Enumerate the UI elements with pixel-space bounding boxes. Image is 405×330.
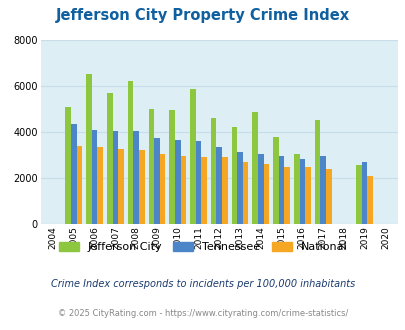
Text: Crime Index corresponds to incidents per 100,000 inhabitants: Crime Index corresponds to incidents per… — [51, 279, 354, 289]
Bar — [112, 131, 118, 224]
Bar — [71, 124, 77, 224]
Bar — [278, 156, 284, 224]
Bar — [222, 157, 227, 224]
Bar — [252, 112, 257, 224]
Bar — [77, 146, 82, 224]
Bar — [128, 81, 133, 224]
Bar — [159, 154, 165, 224]
Bar — [320, 156, 325, 224]
Bar — [325, 169, 331, 224]
Bar — [305, 167, 310, 224]
Text: Jefferson City Property Crime Index: Jefferson City Property Crime Index — [56, 8, 349, 23]
Bar — [273, 137, 278, 224]
Bar — [293, 154, 299, 224]
Bar — [201, 157, 207, 224]
Bar — [367, 176, 372, 224]
Bar — [169, 110, 175, 224]
Bar — [361, 162, 367, 224]
Bar — [237, 152, 242, 224]
Bar — [314, 120, 320, 224]
Bar — [86, 74, 92, 224]
Bar — [175, 140, 180, 224]
Bar — [195, 141, 201, 224]
Text: © 2025 CityRating.com - https://www.cityrating.com/crime-statistics/: © 2025 CityRating.com - https://www.city… — [58, 309, 347, 317]
Legend: Jefferson City, Tennessee, National: Jefferson City, Tennessee, National — [59, 242, 346, 252]
Bar — [242, 162, 248, 224]
Bar — [257, 154, 263, 224]
Bar — [97, 147, 103, 224]
Bar — [299, 159, 305, 224]
Bar — [355, 165, 361, 224]
Bar — [190, 89, 195, 224]
Bar — [139, 150, 144, 224]
Bar — [210, 118, 216, 224]
Bar — [216, 147, 222, 224]
Bar — [180, 155, 185, 224]
Bar — [148, 109, 154, 224]
Bar — [118, 149, 124, 224]
Bar — [231, 127, 237, 224]
Bar — [284, 167, 289, 224]
Bar — [133, 131, 139, 224]
Bar — [92, 130, 97, 224]
Bar — [154, 138, 159, 224]
Bar — [65, 107, 71, 224]
Bar — [263, 164, 269, 224]
Bar — [107, 93, 112, 224]
